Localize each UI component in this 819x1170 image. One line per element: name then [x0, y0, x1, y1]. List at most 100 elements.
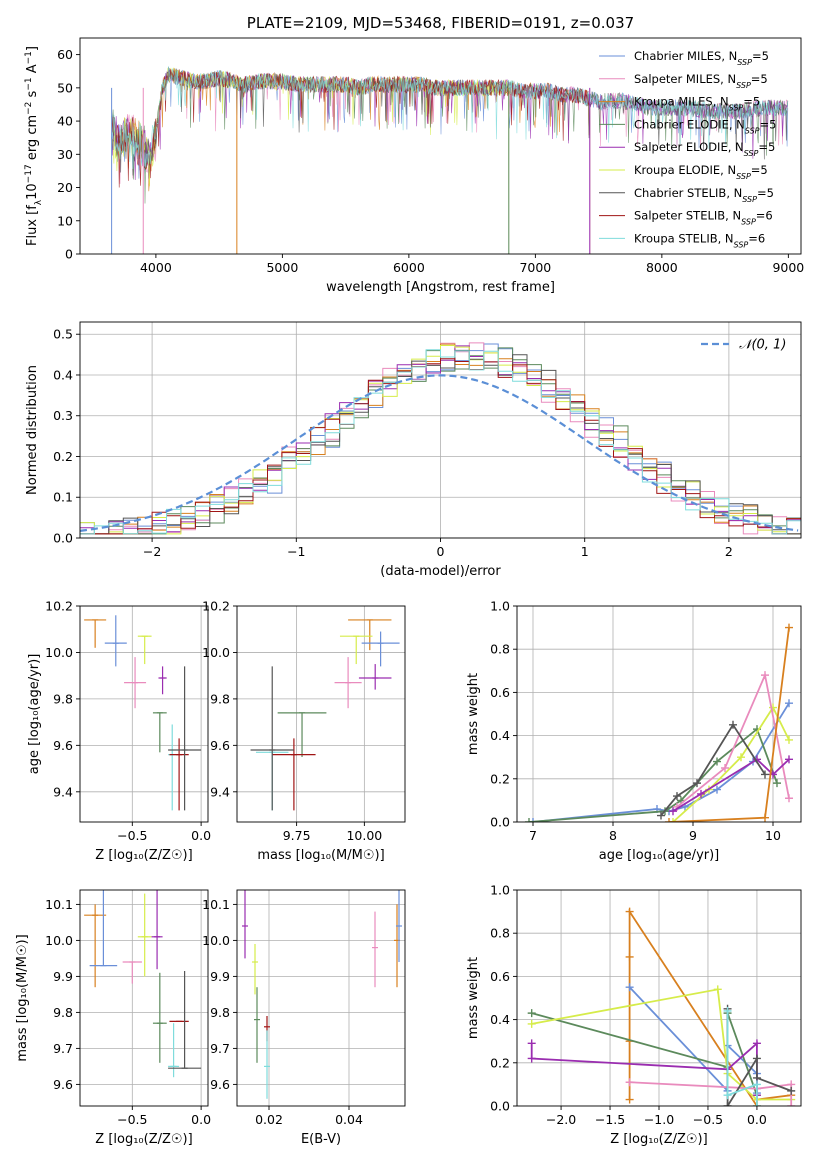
errorbar-point: [158, 666, 167, 695]
legend-entry: Chabrier MILES, NSSP=5: [634, 49, 769, 67]
y-tick-label: 60: [57, 47, 73, 62]
errorbar-point: [124, 657, 147, 709]
y-tick-label: 10.0: [45, 645, 73, 660]
series-marker: [669, 807, 677, 816]
x-tick-label: 4000: [140, 260, 172, 275]
x-tick-label: −0.5: [117, 1112, 147, 1127]
y-tick-label: 20: [57, 180, 73, 195]
y-tick-label: 10.1: [202, 897, 230, 912]
errorbar-point: [361, 631, 400, 667]
y-tick-label: 1.0: [490, 883, 510, 898]
panel-mass-vs-Z: −0.5 0.0 9.6 9.7 9.8 9.9 10.0 10.1 Z [log₁₀(Z/Z☉…: [15, 889, 211, 1147]
series-marker: [761, 813, 769, 822]
y-tick-label: 10: [57, 213, 73, 228]
y-tick-label: 0.8: [490, 642, 510, 657]
errorbar-point: [137, 635, 152, 665]
x-tick-label: 0: [437, 544, 445, 559]
panel-massweight-vs-age: 7 8 9 10 0.0 0.2 0.4 0.6 0.8 1.0 age [log₁₀(age/yr…: [466, 599, 802, 863]
x-tick-label: 7000: [519, 260, 551, 275]
series-marker: [729, 720, 737, 729]
series-marker: [752, 1080, 761, 1089]
series-line: [528, 727, 778, 822]
x-tick-label: 0.0: [747, 1112, 767, 1127]
series-marker: [625, 907, 634, 916]
panel-massweight-vs-Z: −2.0 −1.5 −1.0 −0.5 0.0 0.0 0.2 0.4 0.6 0.8 1.0 Z […: [466, 883, 802, 1147]
errorbar-point: [358, 664, 392, 690]
y-tick-label: 40: [57, 114, 73, 129]
x-tick-label: 10: [765, 828, 781, 843]
y-tick-label: 0.5: [53, 327, 73, 342]
series-marker: [713, 785, 721, 794]
series-marker: [527, 1009, 536, 1018]
x-tick-label: 0.0: [191, 1112, 211, 1127]
legend-entry: Chabrier STELIB, NSSP=5: [634, 186, 774, 204]
series-marker: [752, 1054, 761, 1063]
legend-entry: Kroupa ELODIE, NSSP=5: [634, 163, 768, 181]
series-marker: [737, 753, 745, 762]
x-axis-label: (data-model)/error: [380, 564, 501, 579]
errorbar-point: [250, 666, 294, 811]
y-tick-label: 1.0: [490, 599, 510, 614]
series-marker: [761, 671, 769, 680]
chart-title: PLATE=2109, MJD=53468, FIBERID=0191, z=0…: [247, 14, 634, 32]
plot-area: [80, 606, 208, 822]
series-marker: [752, 1102, 761, 1106]
series-line: [676, 672, 790, 808]
x-tick-label: −2.0: [546, 1112, 576, 1127]
x-tick-label: −0.5: [693, 1112, 723, 1127]
errorbar-point: [104, 615, 127, 667]
x-tick-label: 8000: [646, 260, 678, 275]
series-marker: [787, 1086, 796, 1095]
x-tick-label: −1.0: [644, 1112, 674, 1127]
y-tick-label: 50: [57, 80, 73, 95]
y-tick-label: 30: [57, 147, 73, 162]
y-tick-label: 0.2: [490, 1055, 510, 1070]
series-marker: [723, 1091, 732, 1100]
y-tick-label: 0.6: [490, 685, 510, 700]
y-tick-label: 9.9: [210, 969, 230, 984]
x-tick-label: 0.04: [335, 1112, 363, 1127]
series-marker: [713, 757, 721, 766]
x-axis-label: age [log₁₀(age/yr)]: [599, 848, 720, 863]
axes-frame: [236, 889, 406, 1107]
series-marker: [625, 1095, 634, 1104]
plot-area: [517, 606, 801, 822]
residual-histogram: [80, 358, 801, 538]
y-tick-label: 0.0: [490, 815, 510, 830]
series-marker: [525, 818, 533, 822]
y-tick-label: 0: [65, 247, 73, 262]
x-axis-label: E(B-V): [301, 1132, 341, 1147]
panel-residuals: −2 −1 0 1 2 0.0 0.1 0.2 0.3 0.4 0.5 (data-model)/er…: [25, 321, 802, 579]
x-axis-label: Z [log₁₀(Z/Z☉)]: [95, 1132, 192, 1147]
x-tick-label: 9: [689, 828, 697, 843]
series-marker: [787, 1102, 796, 1106]
series-marker: [697, 789, 705, 798]
errorbar-point: [122, 961, 142, 984]
y-axis-label: mass weight: [466, 957, 481, 1039]
errorbar-point: [242, 890, 248, 959]
y-axis-label: Normed distribution: [25, 365, 40, 495]
y-axis-label: mass weight: [466, 673, 481, 755]
series-marker: [527, 1019, 536, 1028]
y-tick-label: 0.0: [490, 1099, 510, 1114]
series-marker: [773, 779, 781, 788]
y-axis-label: mass [log₁₀(M/M☉)]: [15, 934, 30, 1061]
axes-frame: [236, 605, 406, 823]
y-tick-label: 10.0: [45, 933, 73, 948]
panel-age-vs-Z: −0.5 0.0 9.4 9.6 9.8 10.0 10.2 Z [log₁₀(Z/Z☉)] a…: [27, 599, 211, 864]
y-axis-label: age [log₁₀(age/yr)]: [27, 654, 42, 775]
y-tick-label: 9.7: [210, 1041, 230, 1056]
series-marker: [785, 735, 793, 744]
x-axis-label: mass [log₁₀(M/M☉)]: [257, 848, 384, 863]
errorbar-point: [348, 619, 392, 651]
x-tick-label: 7: [529, 828, 537, 843]
errorbar-point: [152, 712, 167, 753]
x-tick-label: 0.0: [191, 828, 211, 843]
errorbar-point: [252, 944, 258, 995]
series-marker: [752, 1039, 761, 1048]
errorbar-point: [137, 893, 152, 977]
series-line: [629, 1081, 793, 1106]
errorbar-point: [272, 738, 316, 811]
y-tick-label: 9.6: [210, 1077, 230, 1092]
panel-mass-vs-EBV: 0.02 0.04 9.6 9.7 9.8 9.9 10.0 10.1 E(B-V): [202, 889, 406, 1147]
